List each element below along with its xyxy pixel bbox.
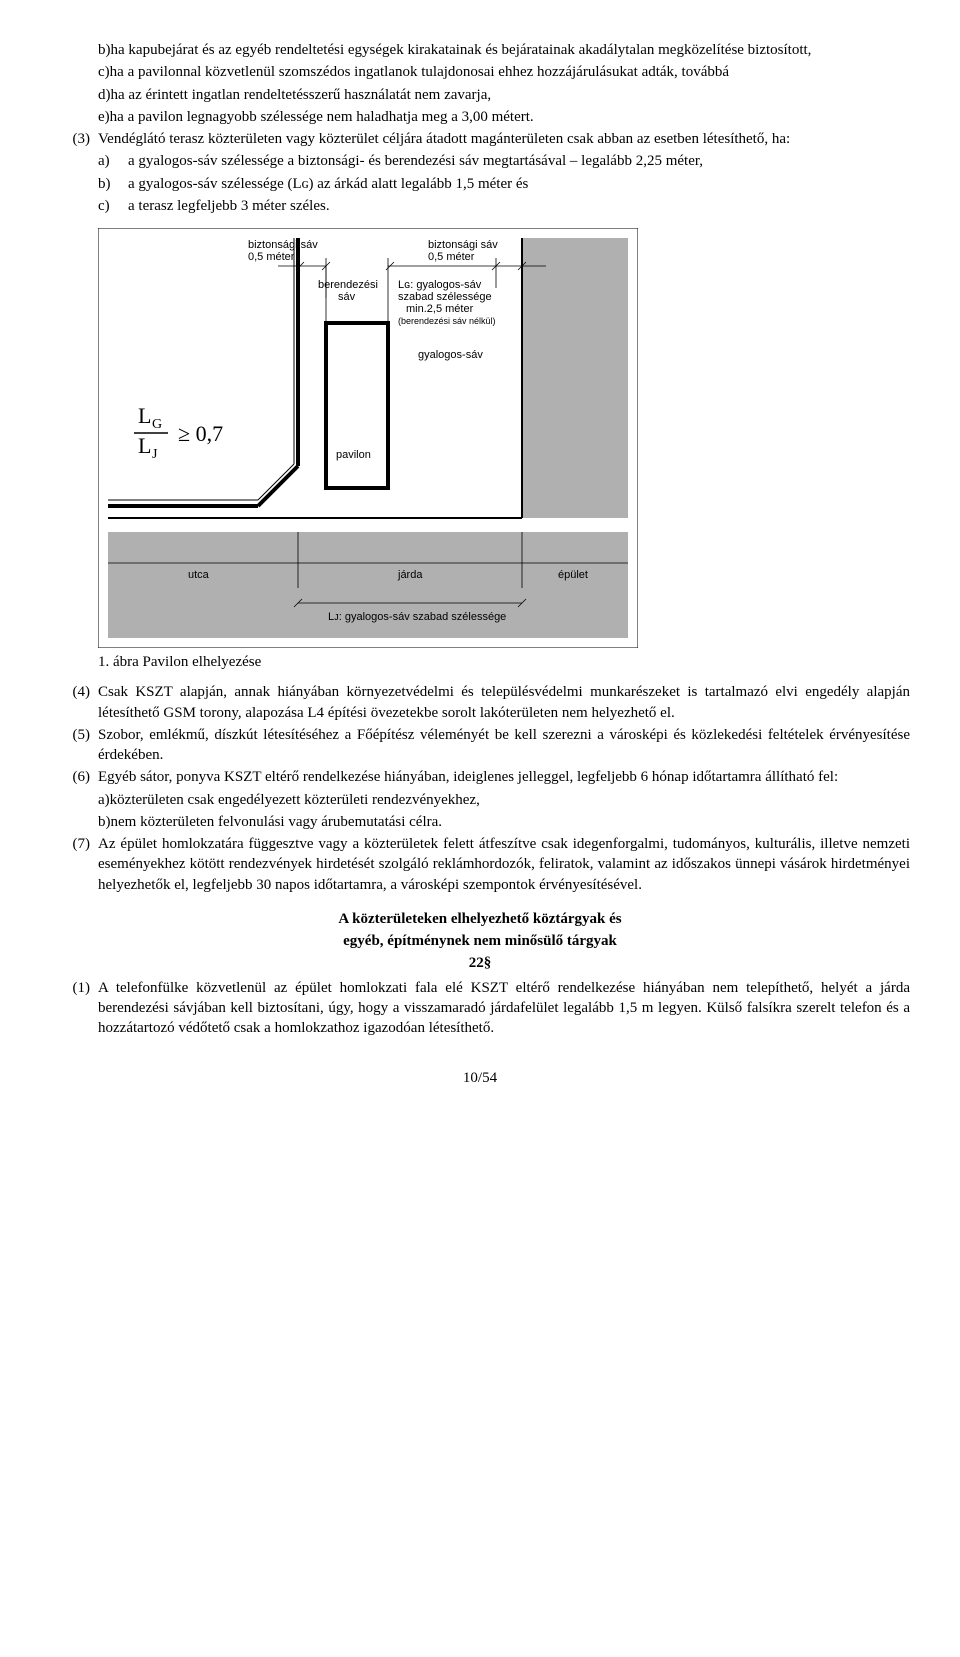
item-text: közterületen csak engedélyezett közterül… bbox=[110, 792, 480, 808]
item-label: e) bbox=[98, 109, 110, 125]
list-item: e)ha a pavilon legnagyobb szélessége nem… bbox=[50, 107, 910, 127]
label-utca: utca bbox=[188, 569, 210, 581]
section-heading-line2: egyéb, építménynek nem minősülő tárgyak bbox=[50, 931, 910, 951]
para-text: Vendéglátó terasz közterületen vagy közt… bbox=[98, 129, 910, 149]
label-lj: Lᴊ: gyalogos-sáv szabad szélessége bbox=[328, 611, 506, 623]
label-pavilon: pavilon bbox=[336, 449, 371, 461]
paragraph-3-sublist: a)a gyalogos-sáv szélessége a biztonsági… bbox=[50, 151, 910, 216]
formula-LJ: L bbox=[138, 433, 151, 458]
item-text: nem közterületen felvonulási vagy árubem… bbox=[111, 814, 443, 830]
paragraph-6-sublist: a)közterületen csak engedélyezett közter… bbox=[50, 790, 910, 833]
label-biztonsagi-2: biztonsági sáv bbox=[428, 239, 498, 251]
label-biz2-dim: 0,5 méter bbox=[428, 251, 475, 263]
label-gyalogos: gyalogos-sáv bbox=[418, 349, 483, 361]
paragraph-4: (4) Csak KSZT alapján, annak hiányában k… bbox=[50, 682, 910, 723]
para-text: Egyéb sátor, ponyva KSZT eltérő rendelke… bbox=[98, 767, 910, 787]
para-text: Az épület homlokzatára függesztve vagy a… bbox=[98, 834, 910, 895]
label-berendezesi-1: berendezési bbox=[318, 279, 378, 291]
para-text: Csak KSZT alapján, annak hiányában körny… bbox=[98, 682, 910, 723]
item-text: ha a pavilon legnagyobb szélessége nem h… bbox=[110, 109, 534, 125]
label-jarda: járda bbox=[397, 569, 423, 581]
item-text: ha az érintett ingatlan rendeltetésszerű… bbox=[111, 87, 492, 103]
label-lg1: Lɢ: gyalogos-sáv bbox=[398, 279, 482, 291]
para-num: (4) bbox=[50, 682, 98, 723]
label-biztonsagi-1: biztonsági sáv bbox=[248, 239, 318, 251]
figure-caption: 1. ábra Pavilon elhelyezése bbox=[98, 652, 910, 672]
item-text: a terasz legfeljebb 3 méter széles. bbox=[128, 196, 910, 216]
paragraph-1: (1) A telefonfülke közvetlenül az épület… bbox=[50, 978, 910, 1039]
item-text: ha kapubejárat és az egyéb rendeltetési … bbox=[111, 42, 812, 58]
paragraph-5: (5) Szobor, emlékmű, díszkút létesítéséh… bbox=[50, 725, 910, 766]
top-list: b)ha kapubejárat és az egyéb rendeltetés… bbox=[50, 40, 910, 127]
item-label: a) bbox=[98, 792, 110, 808]
label-epulet: épület bbox=[558, 569, 588, 581]
para-num: (7) bbox=[50, 834, 98, 895]
formula-LG: L bbox=[138, 403, 151, 428]
formula-LJ-sub: J bbox=[152, 447, 158, 462]
label-berendezesi-2: sáv bbox=[338, 291, 356, 303]
item-label: b) bbox=[98, 42, 111, 58]
item-label: b) bbox=[98, 174, 128, 194]
para-num: (1) bbox=[50, 978, 98, 1039]
item-label: b) bbox=[98, 814, 111, 830]
list-item: b)a gyalogos-sáv szélessége (Lɢ) az árká… bbox=[50, 174, 910, 194]
paragraph-3: (3) Vendéglátó terasz közterületen vagy … bbox=[50, 129, 910, 149]
item-text: a gyalogos-sáv szélessége a biztonsági- … bbox=[128, 151, 910, 171]
item-label: d) bbox=[98, 87, 111, 103]
para-text: Szobor, emlékmű, díszkút létesítéséhez a… bbox=[98, 725, 910, 766]
paragraph-7: (7) Az épület homlokzatára függesztve va… bbox=[50, 834, 910, 895]
list-item: a)a gyalogos-sáv szélessége a biztonsági… bbox=[50, 151, 910, 171]
list-item: c)a terasz legfeljebb 3 méter széles. bbox=[50, 196, 910, 216]
label-lg2: szabad szélessége bbox=[398, 291, 492, 303]
para-num: (3) bbox=[50, 129, 98, 149]
label-lg3: min.2,5 méter bbox=[406, 303, 474, 315]
paragraph-6: (6) Egyéb sátor, ponyva KSZT eltérő rend… bbox=[50, 767, 910, 787]
list-item: d)ha az érintett ingatlan rendeltetéssze… bbox=[50, 85, 910, 105]
item-label: a) bbox=[98, 151, 128, 171]
formula-LG-sub: G bbox=[152, 417, 162, 432]
list-item: a)közterületen csak engedélyezett közter… bbox=[50, 790, 910, 810]
para-text: A telefonfülke közvetlenül az épület hom… bbox=[98, 978, 910, 1039]
label-biz1-dim: 0,5 méter bbox=[248, 251, 295, 263]
item-label: c) bbox=[98, 196, 128, 216]
item-label: c) bbox=[98, 64, 110, 80]
item-text: ha a pavilonnal közvetlenül szomszédos i… bbox=[110, 64, 729, 80]
formula-geq: ≥ 0,7 bbox=[178, 421, 223, 446]
list-item: c)ha a pavilonnal közvetlenül szomszédos… bbox=[50, 62, 910, 82]
item-text: a gyalogos-sáv szélessége (Lɢ) az árkád … bbox=[128, 174, 910, 194]
page-number: 10/54 bbox=[50, 1068, 910, 1088]
label-lg-note: (berendezési sáv nélkül) bbox=[398, 316, 496, 326]
para-num: (5) bbox=[50, 725, 98, 766]
list-item: b)nem közterületen felvonulási vagy árub… bbox=[50, 812, 910, 832]
section-heading-line1: A közterületeken elhelyezhető köztárgyak… bbox=[50, 909, 910, 929]
list-item: b)ha kapubejárat és az egyéb rendeltetés… bbox=[50, 40, 910, 60]
section-number: 22§ bbox=[50, 953, 910, 973]
para-num: (6) bbox=[50, 767, 98, 787]
figure-pavilon-diagram: biztonsági sáv 0,5 méter biztonsági sáv … bbox=[98, 228, 910, 648]
